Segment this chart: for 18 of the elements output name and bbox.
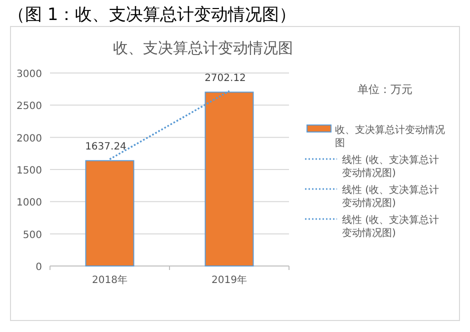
legend-label: 线性 (收、支决算总计变动情况图) [342, 154, 440, 179]
y-tick-label: 0 [36, 262, 42, 273]
y-tick-label: 3000 [16, 69, 42, 80]
y-tick-label: 1000 [16, 198, 42, 209]
y-tick-label: 1500 [16, 166, 42, 176]
legend-label: 收、支决算总计变动情况图 [335, 124, 445, 149]
chart-title: 收、支决算总计变动情况图 [113, 39, 293, 57]
y-tick-label: 2000 [16, 133, 42, 144]
data-label: 2702.12 [204, 73, 246, 84]
x-tick-label: 2019年 [212, 274, 247, 286]
legend-label: 线性 (收、支决算总计变动情况图) [342, 184, 440, 209]
y-tick-label: 2500 [16, 101, 42, 112]
y-tick-label: 500 [22, 230, 42, 241]
data-label: 1637.24 [85, 142, 126, 153]
x-tick-label: 2018年 [92, 274, 128, 286]
legend-label: 线性 (收、支决算总计变动情况图) [342, 214, 440, 239]
text: （图 1：收、支决算总计变动情况图） [8, 5, 296, 25]
text: 单位：万元 [358, 83, 412, 96]
